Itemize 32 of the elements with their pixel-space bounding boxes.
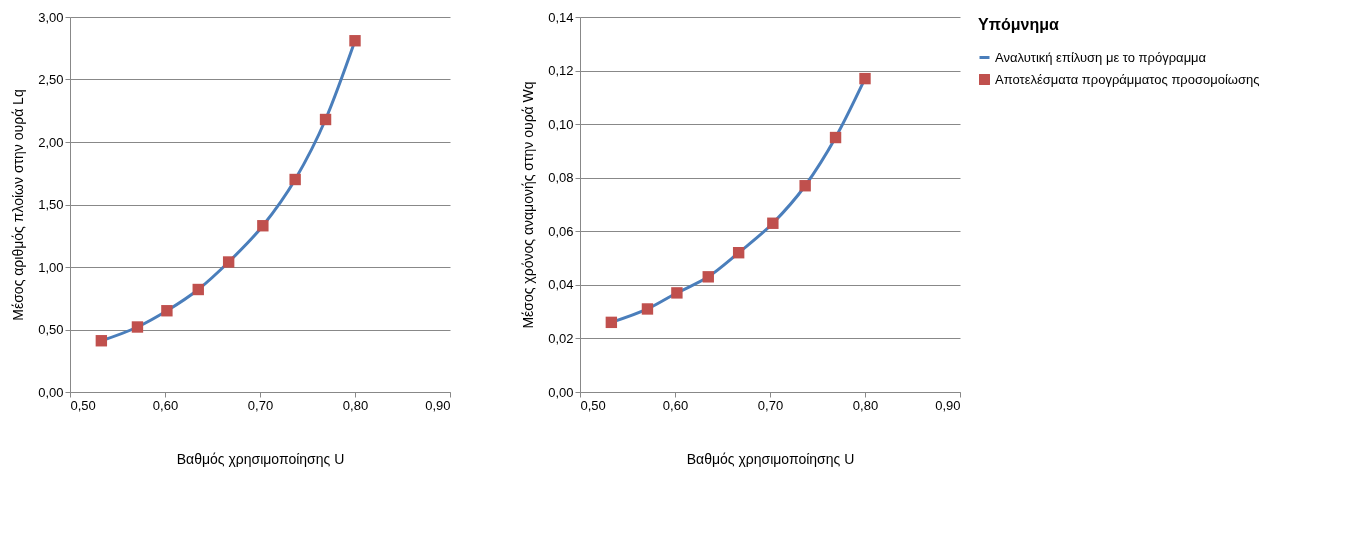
y-tick-label: 0,04 xyxy=(548,277,574,293)
x-tick-label: 0,80 xyxy=(852,397,879,413)
y-axis-title: Μέσος αριθμός πλοίων στην ουρά Lq xyxy=(10,89,27,321)
x-tick-label: 0,90 xyxy=(935,397,961,413)
x-tick-label: 0,70 xyxy=(247,397,274,413)
y-tick-label: 0,10 xyxy=(548,116,574,132)
y-tick-label: 0,00 xyxy=(38,384,64,400)
y-tick-label: 0,14 xyxy=(548,9,574,25)
x-axis-title: Βαθμός χρησιμοποίησης U xyxy=(686,450,855,467)
legend-label: Αναλυτική επίλυση με το πρόγραμμα xyxy=(995,49,1207,65)
y-tick-label: 1,50 xyxy=(38,197,64,212)
x-tick-label: 0,50 xyxy=(580,397,606,413)
y-tick-label: 0,06 xyxy=(548,223,574,239)
y-axis-title: Μέσος χρόνος αναμονής στην ουρά Wq xyxy=(520,81,537,329)
y-tick-label: 0,08 xyxy=(548,170,574,186)
y-tick-label: 1,00 xyxy=(38,259,64,275)
y-tick-label: 0,12 xyxy=(548,63,574,79)
y-tick-label: 0,02 xyxy=(548,330,574,346)
legend-label: Αποτελέσματα προγράμματος προσομοίωσης xyxy=(995,71,1260,87)
x-tick-label: 0,90 xyxy=(425,397,451,413)
x-axis-title: Βαθμός χρησιμοποίησης U xyxy=(176,450,345,467)
x-tick-label: 0,70 xyxy=(757,397,784,413)
y-tick-label: 0,00 xyxy=(548,384,574,400)
x-tick-label: 0,60 xyxy=(662,397,689,413)
y-tick-label: 2,50 xyxy=(38,72,64,87)
x-tick-label: 0,80 xyxy=(342,397,369,413)
y-tick-label: 0,50 xyxy=(38,322,64,337)
x-tick-label: 0,60 xyxy=(152,397,179,413)
y-tick-label: 2,00 xyxy=(38,134,64,150)
x-tick-label: 0,50 xyxy=(70,397,96,413)
legend-title: Υπόμνημα xyxy=(978,16,1059,33)
y-tick-label: 3,00 xyxy=(38,9,64,25)
